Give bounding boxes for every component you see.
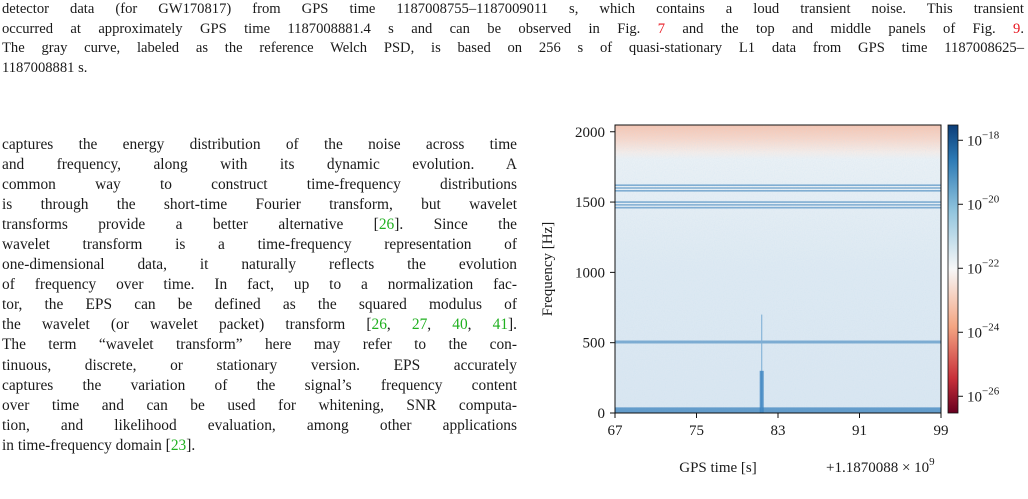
low-frequency-band bbox=[615, 407, 941, 413]
figure-ref-link[interactable]: 7 bbox=[657, 20, 665, 37]
text-run: ]. bbox=[508, 316, 517, 334]
body-line: transforms provide a better alternative … bbox=[2, 215, 517, 235]
text-run: detector data (for GW170817) from GPS ti… bbox=[2, 1, 1024, 17]
body-line: tor, the EPS can be defined as the squar… bbox=[2, 295, 517, 315]
x-tick-label: 99 bbox=[934, 423, 949, 439]
x-tick-label: 83 bbox=[771, 423, 786, 439]
body-line: in time-frequency domain [23]. bbox=[2, 436, 517, 456]
body-line: one-dimensional data, it naturally refle… bbox=[2, 255, 517, 275]
text-run: ]. Since the bbox=[394, 216, 517, 234]
y-tick-label: 0 bbox=[598, 406, 606, 422]
x-offset-label: +1.1870088 × 109 bbox=[826, 456, 935, 476]
text-run: , bbox=[386, 316, 412, 334]
colorbar-tick-label: 10−22 bbox=[967, 257, 999, 277]
body-line: the wavelet (or wavelet packet) transfor… bbox=[2, 315, 517, 335]
figure-ref-link[interactable]: 9 bbox=[1013, 20, 1021, 37]
x-tick-label: 67 bbox=[608, 423, 624, 439]
text-run: The term “wavelet transform” here may re… bbox=[2, 336, 517, 354]
text-run: tor, the EPS can be defined as the squar… bbox=[2, 296, 517, 314]
text-run: of frequency over time. In fact, up to a… bbox=[2, 276, 517, 294]
colorbar-tick-label: 10−26 bbox=[967, 385, 1000, 405]
x-axis-label: GPS time [s] bbox=[679, 460, 757, 476]
text-run: one-dimensional data, it naturally refle… bbox=[2, 256, 517, 274]
caption-line: The gray curve, labeled as the reference… bbox=[2, 39, 1024, 59]
text-run: , bbox=[467, 316, 493, 334]
heatmap-texture bbox=[615, 125, 941, 413]
x-tick-label: 75 bbox=[689, 423, 704, 439]
text-run: and frequency, along with its dynamic ev… bbox=[2, 156, 517, 174]
body-line: tinuous, discrete, or stationary version… bbox=[2, 356, 517, 376]
text-run: . bbox=[1020, 20, 1024, 37]
text-run: in time-frequency domain [ bbox=[2, 436, 171, 454]
body-line: of frequency over time. In fact, up to a… bbox=[2, 275, 517, 295]
transient-core bbox=[759, 370, 764, 413]
body-line: wavelet transform is a time-frequency re… bbox=[2, 235, 517, 255]
citation-link[interactable]: 40 bbox=[452, 316, 468, 334]
text-run: ]. bbox=[186, 436, 196, 454]
body-line: over time and can be used for whitening,… bbox=[2, 396, 517, 416]
y-tick-label: 500 bbox=[583, 336, 606, 352]
text-run: , bbox=[427, 316, 453, 334]
citation-link[interactable]: 23 bbox=[170, 436, 187, 454]
text-run: is through the short-time Fourier transf… bbox=[2, 196, 517, 214]
text-run: common way to construct time-frequency d… bbox=[2, 176, 517, 194]
y-tick-label: 2000 bbox=[575, 125, 605, 141]
caption-line: detector data (for GW170817) from GPS ti… bbox=[2, 0, 1024, 20]
text-run: tinuous, discrete, or stationary version… bbox=[2, 356, 517, 374]
text-run: the wavelet (or wavelet packet) transfor… bbox=[2, 316, 372, 334]
text-run: captures the energy distribution of the … bbox=[2, 136, 517, 153]
spectrogram-figure: 67 75 83 91 99 0 500 1000 1500 2000 GPS time [s] +1… bbox=[530, 115, 1028, 495]
text-run: captures the variation of the signal’s f… bbox=[2, 376, 517, 394]
y-tick-label: 1000 bbox=[575, 265, 605, 281]
body-line: The term “wavelet transform” here may re… bbox=[2, 335, 517, 355]
text-run: and the top and middle panels of Fig. bbox=[665, 20, 1014, 37]
citation-link[interactable]: 26 bbox=[378, 216, 395, 234]
text-run: transforms provide a better alternative … bbox=[2, 216, 379, 234]
caption-line: 1187008881 s. bbox=[2, 59, 1024, 79]
body-line: captures the variation of the signal’s f… bbox=[2, 376, 517, 396]
spectrogram-svg: 67 75 83 91 99 0 500 1000 1500 2000 GPS time [s] +1… bbox=[540, 124, 1000, 476]
colorbar-tick-label: 10−24 bbox=[967, 321, 1000, 341]
text-run: 1187008881 s. bbox=[2, 59, 88, 76]
body-text-column: captures the energy distribution of the … bbox=[2, 135, 517, 456]
body-line: and frequency, along with its dynamic ev… bbox=[2, 155, 517, 175]
text-run: over time and can be used for whitening,… bbox=[2, 396, 517, 414]
figure-caption: detector data (for GW170817) from GPS ti… bbox=[2, 0, 1024, 78]
citation-link[interactable]: 27 bbox=[411, 316, 428, 334]
text-run: The gray curve, labeled as the reference… bbox=[2, 40, 1024, 56]
colorbar bbox=[947, 124, 959, 414]
y-axis-label: Frequency [Hz] bbox=[540, 222, 556, 317]
colorbar-tick-label: 10−20 bbox=[967, 193, 1000, 213]
text-run: wavelet transform is a time-frequency re… bbox=[2, 236, 517, 254]
y-tick-label: 1500 bbox=[575, 195, 605, 211]
citation-link[interactable]: 26 bbox=[371, 316, 387, 334]
body-line: tion, and likelihood evaluation, among o… bbox=[2, 416, 517, 436]
body-line: common way to construct time-frequency d… bbox=[2, 175, 517, 195]
text-run: tion, and likelihood evaluation, among o… bbox=[2, 416, 517, 434]
x-tick-label: 91 bbox=[852, 423, 867, 439]
body-line: captures the energy distribution of the … bbox=[2, 135, 517, 155]
caption-line: occurred at approximately GPS time 11870… bbox=[2, 20, 1024, 40]
body-line: is through the short-time Fourier transf… bbox=[2, 195, 517, 215]
citation-link[interactable]: 41 bbox=[492, 316, 509, 334]
text-run: occurred at approximately GPS time 11870… bbox=[2, 20, 658, 37]
colorbar-tick-label: 10−18 bbox=[967, 129, 1000, 149]
